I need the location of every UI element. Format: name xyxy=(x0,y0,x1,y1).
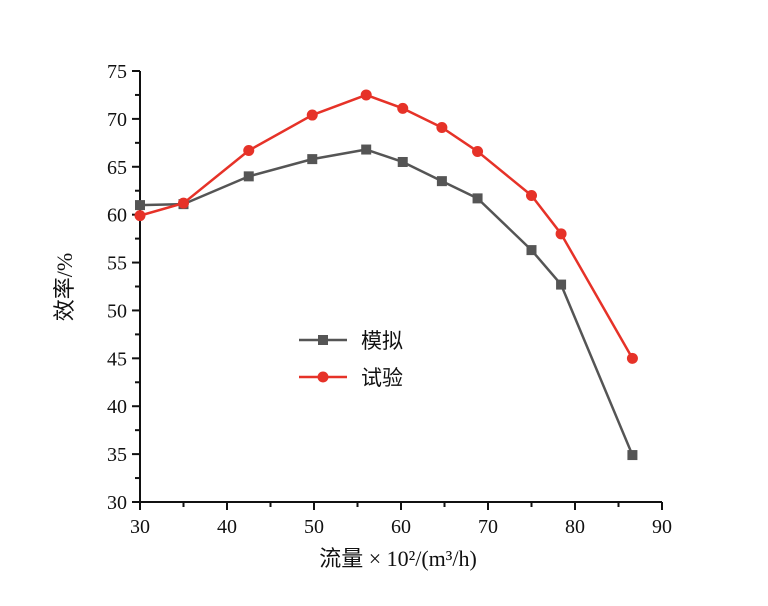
legend-label: 模拟 xyxy=(361,329,403,353)
series-line xyxy=(139,93,634,359)
y-tick-label: 70 xyxy=(107,109,127,131)
x-tick-label: 40 xyxy=(217,516,237,538)
data-point-circle xyxy=(526,190,537,202)
series-line xyxy=(139,148,634,456)
y-tick-label: 55 xyxy=(107,253,127,275)
data-point-square xyxy=(526,245,537,256)
data-point-circle xyxy=(626,352,638,364)
y-axis-title: 效率/% xyxy=(52,253,77,321)
data-point-circle xyxy=(436,122,448,134)
x-tick-label: 30 xyxy=(130,516,150,538)
x-tick-label: 90 xyxy=(652,516,672,538)
legend-marker-circle xyxy=(317,371,329,383)
x-axis-title: 流量 × 10²/(m³/h) xyxy=(319,546,477,571)
legend-entry: 试验 xyxy=(299,366,403,390)
y-tick-label: 35 xyxy=(107,444,127,466)
y-tick-label: 65 xyxy=(107,157,127,179)
y-tick-label: 40 xyxy=(107,396,127,418)
x-tick-label: 70 xyxy=(478,516,498,538)
y-tick-label: 75 xyxy=(107,61,127,83)
data-point-circle xyxy=(134,210,146,222)
x-tick-label: 60 xyxy=(391,516,411,538)
x-tick-label: 80 xyxy=(565,516,585,538)
y-tick-label: 30 xyxy=(107,492,127,514)
axes: 30 40 50 60 70 80 90 30 35 40 45 50 55 60 65 70 75 xyxy=(107,61,672,538)
data-point-circle xyxy=(397,102,409,114)
legend-entry: 模拟 xyxy=(299,329,403,353)
data-point-square xyxy=(361,144,372,155)
data-point-circle xyxy=(178,197,189,209)
series-1 xyxy=(135,144,638,461)
data-point-square xyxy=(556,279,567,290)
data-point-square xyxy=(397,156,408,167)
y-tick-label: 45 xyxy=(107,348,127,370)
data-point-circle xyxy=(360,89,372,101)
data-point-circle xyxy=(306,109,318,121)
data-point-square xyxy=(307,154,318,165)
data-point-square xyxy=(243,171,254,182)
data-point-square xyxy=(135,200,145,211)
series-group xyxy=(134,89,638,461)
y-tick-label: 60 xyxy=(107,205,127,227)
y-tick-label: 50 xyxy=(107,300,127,322)
legend-label: 试验 xyxy=(361,366,403,390)
data-point-square xyxy=(436,176,447,187)
x-tick-label: 50 xyxy=(304,516,324,538)
data-point-circle xyxy=(472,145,484,157)
series-2 xyxy=(134,89,638,364)
data-point-square xyxy=(627,450,638,461)
legend-marker-square xyxy=(318,335,328,345)
data-point-circle xyxy=(555,228,567,240)
data-point-circle xyxy=(243,144,255,156)
data-point-square xyxy=(472,193,483,204)
